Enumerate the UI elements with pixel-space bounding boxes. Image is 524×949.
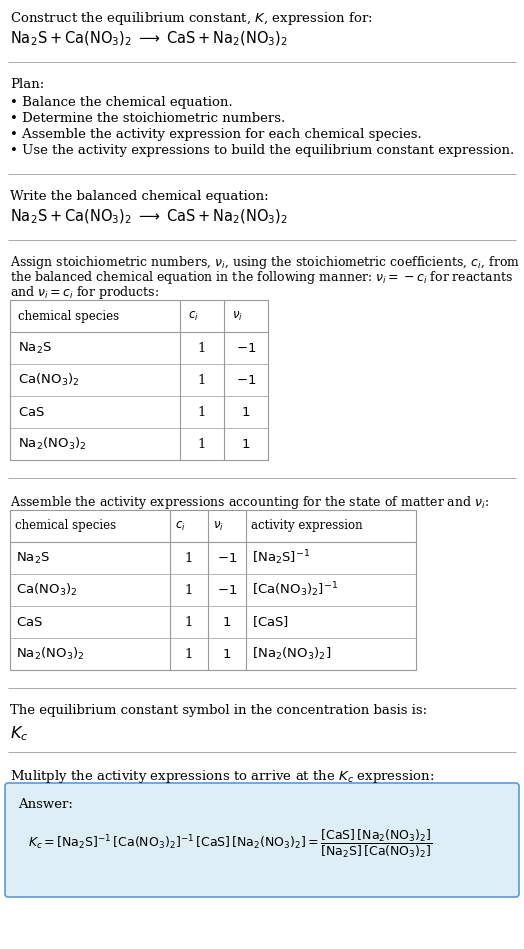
Text: activity expression: activity expression — [251, 519, 363, 532]
Text: $[\mathrm{Na_2S}]^{-1}$: $[\mathrm{Na_2S}]^{-1}$ — [252, 549, 310, 568]
Text: chemical species: chemical species — [18, 309, 119, 323]
Text: $\mathrm{Ca(NO_3)_2}$: $\mathrm{Ca(NO_3)_2}$ — [18, 372, 80, 388]
Text: $c_i$: $c_i$ — [175, 519, 185, 532]
Text: $-1$: $-1$ — [217, 551, 237, 565]
Text: $[\mathrm{Na_2(NO_3)_2}]$: $[\mathrm{Na_2(NO_3)_2}]$ — [252, 646, 331, 662]
Text: $-1$: $-1$ — [217, 584, 237, 597]
Text: $\mathrm{Na_2S}$: $\mathrm{Na_2S}$ — [16, 550, 50, 566]
Text: $c_i$: $c_i$ — [188, 309, 199, 323]
Text: $1$: $1$ — [222, 647, 232, 661]
Text: $K_c$: $K_c$ — [10, 724, 28, 743]
Text: $K_c = [\mathrm{Na_2S}]^{-1}\,[\mathrm{Ca(NO_3)_2}]^{-1}\,[\mathrm{CaS}]\,[\math: $K_c = [\mathrm{Na_2S}]^{-1}\,[\mathrm{C… — [28, 828, 433, 860]
Text: Assign stoichiometric numbers, $\nu_i$, using the stoichiometric coefficients, $: Assign stoichiometric numbers, $\nu_i$, … — [10, 254, 520, 271]
Text: Write the balanced chemical equation:: Write the balanced chemical equation: — [10, 190, 269, 203]
Text: • Balance the chemical equation.: • Balance the chemical equation. — [10, 96, 233, 109]
Text: $\mathrm{CaS}$: $\mathrm{CaS}$ — [18, 405, 45, 419]
Text: 1: 1 — [198, 342, 206, 355]
Text: $\mathrm{Ca(NO_3)_2}$: $\mathrm{Ca(NO_3)_2}$ — [16, 582, 78, 598]
Text: $\mathrm{Na_2(NO_3)_2}$: $\mathrm{Na_2(NO_3)_2}$ — [18, 436, 86, 452]
Text: the balanced chemical equation in the following manner: $\nu_i = -c_i$ for react: the balanced chemical equation in the fo… — [10, 269, 513, 286]
Text: $\mathrm{CaS}$: $\mathrm{CaS}$ — [16, 616, 43, 628]
Text: $[\mathrm{CaS}]$: $[\mathrm{CaS}]$ — [252, 615, 289, 629]
Text: $\mathrm{Na_2S + Ca(NO_3)_2 \;\longrightarrow\; CaS + Na_2(NO_3)_2}$: $\mathrm{Na_2S + Ca(NO_3)_2 \;\longright… — [10, 208, 288, 227]
Text: • Determine the stoichiometric numbers.: • Determine the stoichiometric numbers. — [10, 112, 285, 125]
Text: $1$: $1$ — [242, 437, 250, 451]
Text: 1: 1 — [198, 374, 206, 386]
Text: $\mathrm{Na_2(NO_3)_2}$: $\mathrm{Na_2(NO_3)_2}$ — [16, 646, 84, 662]
Text: $[\mathrm{Ca(NO_3)_2}]^{-1}$: $[\mathrm{Ca(NO_3)_2}]^{-1}$ — [252, 581, 338, 600]
Text: and $\nu_i = c_i$ for products:: and $\nu_i = c_i$ for products: — [10, 284, 159, 301]
Text: $\mathrm{Na_2S + Ca(NO_3)_2 \;\longrightarrow\; CaS + Na_2(NO_3)_2}$: $\mathrm{Na_2S + Ca(NO_3)_2 \;\longright… — [10, 30, 288, 48]
Text: Plan:: Plan: — [10, 78, 44, 91]
Text: • Assemble the activity expression for each chemical species.: • Assemble the activity expression for e… — [10, 128, 422, 141]
Text: $\nu_i$: $\nu_i$ — [232, 309, 243, 323]
Text: • Use the activity expressions to build the equilibrium constant expression.: • Use the activity expressions to build … — [10, 144, 514, 157]
Text: The equilibrium constant symbol in the concentration basis is:: The equilibrium constant symbol in the c… — [10, 704, 427, 717]
Bar — [10, 510, 416, 670]
Text: Assemble the activity expressions accounting for the state of matter and $\nu_i$: Assemble the activity expressions accoun… — [10, 494, 489, 511]
Text: $1$: $1$ — [222, 616, 232, 628]
Text: 1: 1 — [198, 405, 206, 419]
Text: $\mathrm{Na_2S}$: $\mathrm{Na_2S}$ — [18, 341, 52, 356]
Text: 1: 1 — [185, 647, 193, 661]
Text: $-1$: $-1$ — [236, 374, 256, 386]
Text: 1: 1 — [185, 551, 193, 565]
Text: $-1$: $-1$ — [236, 342, 256, 355]
Text: Answer:: Answer: — [18, 798, 73, 811]
Text: $\nu_i$: $\nu_i$ — [213, 519, 224, 532]
Text: Mulitply the activity expressions to arrive at the $K_c$ expression:: Mulitply the activity expressions to arr… — [10, 768, 434, 785]
Text: Construct the equilibrium constant, $K$, expression for:: Construct the equilibrium constant, $K$,… — [10, 10, 373, 27]
Text: chemical species: chemical species — [15, 519, 116, 532]
Text: 1: 1 — [198, 437, 206, 451]
Text: $1$: $1$ — [242, 405, 250, 419]
FancyBboxPatch shape — [5, 783, 519, 897]
Text: 1: 1 — [185, 616, 193, 628]
Text: 1: 1 — [185, 584, 193, 597]
Bar — [10, 300, 268, 460]
